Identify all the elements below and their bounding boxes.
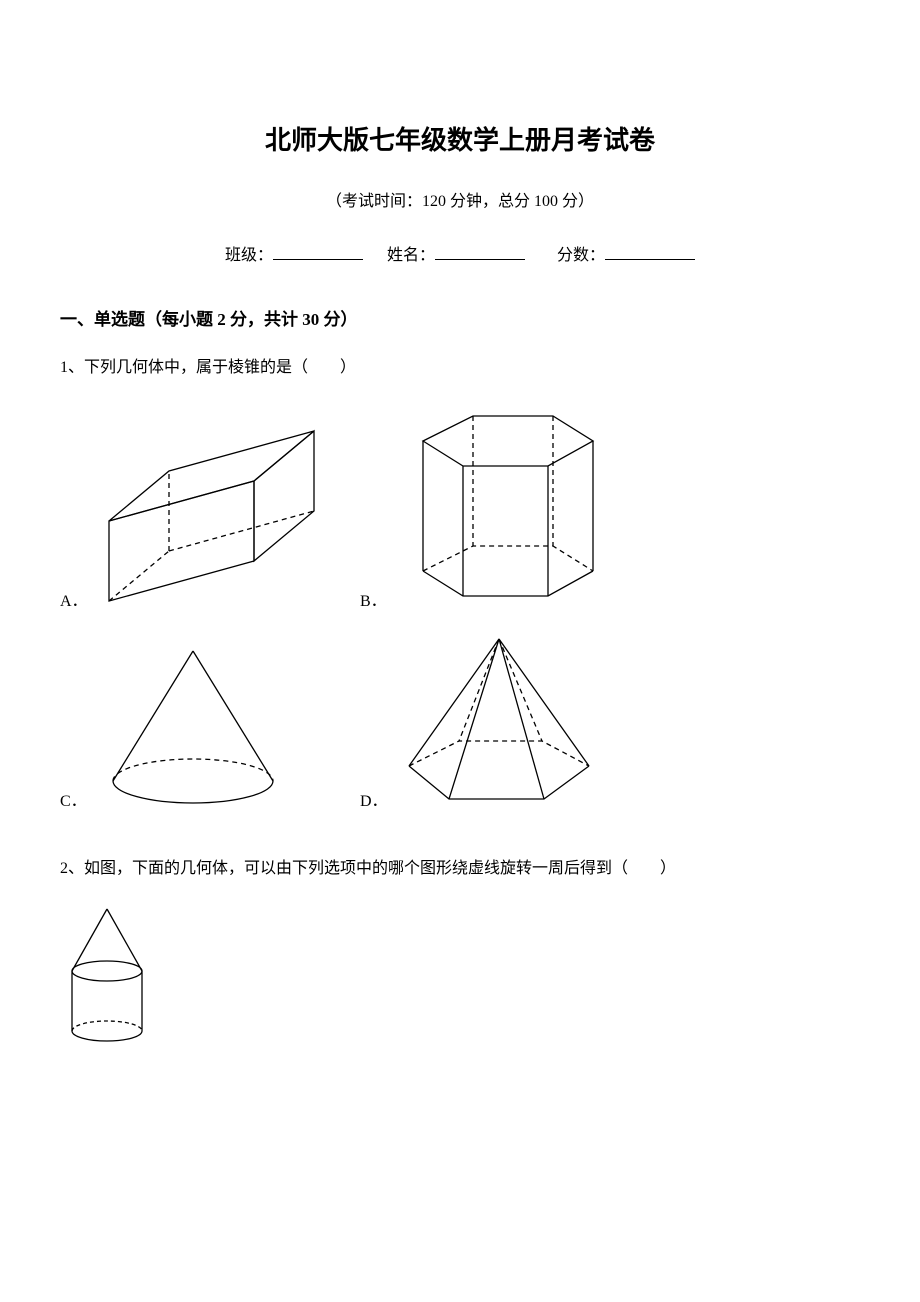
option-D: D． (360, 631, 660, 811)
option-B-label: B． (360, 587, 387, 611)
rectangular-prism-icon (94, 411, 324, 611)
page-subtitle: （考试时间：120 分钟，总分 100 分） (60, 187, 860, 211)
question-2-text: 2、如图，下面的几何体，可以由下列选项中的哪个图形绕虚线旋转一周后得到（ ） (60, 856, 860, 882)
hexagonal-pyramid-icon (394, 631, 604, 811)
option-D-label: D． (360, 787, 388, 811)
question-1-text: 1、下列几何体中，属于棱锥的是（ ） (60, 355, 860, 381)
option-C: C． (60, 631, 360, 811)
class-blank (273, 243, 363, 260)
class-label: 班级： (225, 247, 273, 264)
option-A-label: A． (60, 587, 88, 611)
hexagonal-prism-icon (393, 401, 613, 611)
section-1-heading: 一、单选题（每小题 2 分，共计 30 分） (60, 305, 860, 330)
question-2-figure (60, 901, 860, 1051)
option-B: B． (360, 401, 660, 611)
score-label: 分数： (557, 247, 605, 264)
question-1-options: A． B． (60, 401, 860, 831)
option-A: A． (60, 401, 360, 611)
score-blank (605, 243, 695, 260)
cone-on-cylinder-icon (60, 901, 155, 1051)
exam-page: 北师大版七年级数学上册月考试卷 （考试时间：120 分钟，总分 100 分） 班… (0, 0, 920, 1302)
cone-icon (93, 641, 293, 811)
page-title: 北师大版七年级数学上册月考试卷 (60, 120, 860, 157)
name-blank (435, 243, 525, 260)
name-label: 姓名： (387, 247, 435, 264)
student-info-line: 班级： 姓名： 分数： (60, 241, 860, 265)
option-C-label: C． (60, 787, 87, 811)
